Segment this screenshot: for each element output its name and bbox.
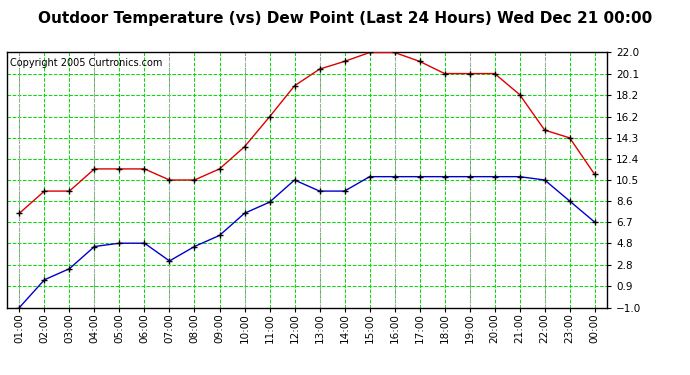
Text: Outdoor Temperature (vs) Dew Point (Last 24 Hours) Wed Dec 21 00:00: Outdoor Temperature (vs) Dew Point (Last… (38, 11, 652, 26)
Text: Copyright 2005 Curtronics.com: Copyright 2005 Curtronics.com (10, 58, 162, 68)
